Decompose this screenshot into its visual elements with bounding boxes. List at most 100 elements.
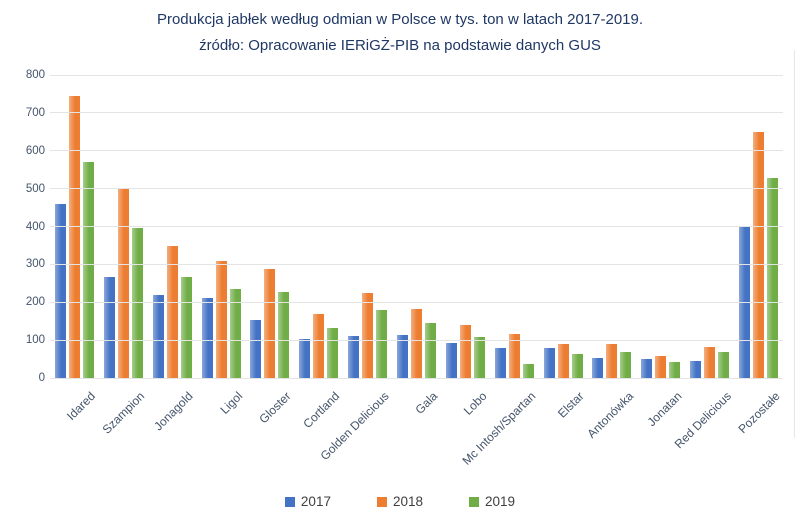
gridline-600 xyxy=(50,150,783,152)
x-cell: Ligol xyxy=(197,385,246,485)
bar-group-idared xyxy=(50,75,99,378)
bar-2019-gloster xyxy=(278,292,290,378)
bar-2019-ligol xyxy=(229,289,241,378)
bar-group-gala xyxy=(392,75,441,378)
legend-swatch-2017 xyxy=(284,496,295,507)
bar-2019-idared xyxy=(82,162,94,378)
x-tick-label-pozosta-e: Pozostałe xyxy=(735,389,783,437)
bar-group-ligol xyxy=(197,75,246,378)
bar-2019-pozosta-e xyxy=(766,178,778,378)
bar-2017-lobo xyxy=(445,343,457,378)
gridline-400 xyxy=(50,226,783,227)
plot-area xyxy=(50,74,783,379)
chart-title: Produkcja jabłek według odmian w Polsce … xyxy=(156,11,644,28)
x-cell: Antonówka xyxy=(583,385,636,485)
legend-label-2019: 2019 xyxy=(485,494,516,509)
bar-2018-szampion xyxy=(117,188,129,378)
legend-item-2017: 2017 xyxy=(284,494,331,509)
chart-title-block: Produkcja jabłek według odmian w Polsce … xyxy=(0,7,800,59)
bar-group-anton-wka xyxy=(587,75,636,378)
x-cell: Szampion xyxy=(99,385,148,485)
y-tick-label-500: 500 xyxy=(25,182,45,195)
bar-2017-ligol xyxy=(201,298,213,378)
legend-swatch-2018 xyxy=(376,496,387,507)
gridline-0 xyxy=(50,377,783,379)
bar-2018-jonatan xyxy=(655,356,667,378)
bar-group-golden-delicious xyxy=(343,75,392,378)
gridline-800 xyxy=(50,74,783,76)
bar-2018-gala xyxy=(410,309,422,378)
bar-2019-cortland xyxy=(327,327,339,378)
bar-2019-jonatan xyxy=(669,362,681,378)
x-tick-label-gala: Gala xyxy=(412,389,441,417)
bar-2018-elstar xyxy=(557,343,569,378)
chart-subtitle: źródło: Opracowanie IERiGŻ-PIB na podsta… xyxy=(199,37,601,54)
x-tick-label-gloster: Gloster xyxy=(256,389,294,427)
x-tick-label-idared: Idared xyxy=(64,389,99,423)
x-tick-label-cortland: Cortland xyxy=(300,389,343,431)
x-cell: Golden Delicious xyxy=(317,385,392,485)
bar-group-lobo xyxy=(441,75,490,378)
x-cell: Elstar xyxy=(539,385,588,485)
bar-2017-gloster xyxy=(250,320,262,378)
y-tick-label-200: 200 xyxy=(25,296,45,309)
x-tick-label-jonagold: Jonagold xyxy=(151,389,197,434)
y-tick-label-300: 300 xyxy=(25,258,45,271)
bar-2018-ligol xyxy=(215,261,227,378)
legend-item-2019: 2019 xyxy=(469,494,515,509)
bar-2017-red-delicious xyxy=(690,361,702,378)
x-cell: Gloster xyxy=(245,385,294,485)
bar-2017-elstar xyxy=(543,348,555,378)
bar-2018-golden-delicious xyxy=(362,292,374,378)
bar-2017-jonagold xyxy=(152,295,164,378)
legend-label-2018: 2018 xyxy=(392,494,424,509)
bar-group-jonagold xyxy=(148,75,197,378)
y-tick-label-0: 0 xyxy=(38,372,45,384)
bar-2018-gloster xyxy=(264,268,276,378)
bar-2019-red-delicious xyxy=(718,352,730,378)
y-tick-label-400: 400 xyxy=(25,220,45,233)
bar-2017-jonatan xyxy=(641,359,653,378)
bar-2018-red-delicious xyxy=(704,346,716,378)
bar-2019-lobo xyxy=(473,336,485,378)
legend-label-2017: 2017 xyxy=(300,494,331,509)
bar-2019-mc-intosh-spartan xyxy=(522,363,534,378)
bar-2017-gala xyxy=(396,334,408,378)
bar-2018-idared xyxy=(68,95,80,378)
bar-2018-jonagold xyxy=(166,246,178,378)
bar-group-mc-intosh-spartan xyxy=(490,75,539,378)
gridline-300 xyxy=(50,263,783,265)
x-cell: Red Delicious xyxy=(671,385,734,485)
bar-groups xyxy=(50,75,783,378)
gridline-200 xyxy=(50,301,783,303)
bar-2017-golden-delicious xyxy=(348,336,360,378)
legend-item-2018: 2018 xyxy=(376,494,424,509)
y-tick-label-100: 100 xyxy=(25,334,45,347)
bar-2018-mc-intosh-spartan xyxy=(508,333,520,378)
bar-2018-pozosta-e xyxy=(752,131,764,378)
bar-2019-golden-delicious xyxy=(376,310,388,378)
gridline-500 xyxy=(50,188,783,190)
gridline-700 xyxy=(50,112,783,114)
bar-2019-jonagold xyxy=(180,277,192,378)
bar-group-gloster xyxy=(245,75,294,378)
x-tick-label-ligol: Ligol xyxy=(217,389,245,417)
bar-group-cortland xyxy=(294,75,343,378)
x-cell: Mc Intosh/Spartan xyxy=(459,385,539,485)
x-cell: Idared xyxy=(50,385,99,485)
bar-2017-idared xyxy=(54,203,66,378)
x-cell: Gala xyxy=(392,385,441,485)
bar-group-red-delicious xyxy=(685,75,734,378)
x-cell: Pozostałe xyxy=(734,385,783,485)
x-tick-label-jonatan: Jonatan xyxy=(644,389,685,430)
bar-group-elstar xyxy=(539,75,588,378)
x-tick-label-anton-wka: Antonówka xyxy=(583,389,636,441)
x-cell: Jonagold xyxy=(148,385,197,485)
legend: 2017 2018 2019 xyxy=(0,494,800,509)
bar-2017-anton-wka xyxy=(592,357,604,378)
bar-2018-anton-wka xyxy=(606,344,618,378)
x-tick-label-lobo: Lobo xyxy=(460,389,490,418)
bar-group-jonatan xyxy=(636,75,685,378)
bar-2019-elstar xyxy=(571,353,583,378)
